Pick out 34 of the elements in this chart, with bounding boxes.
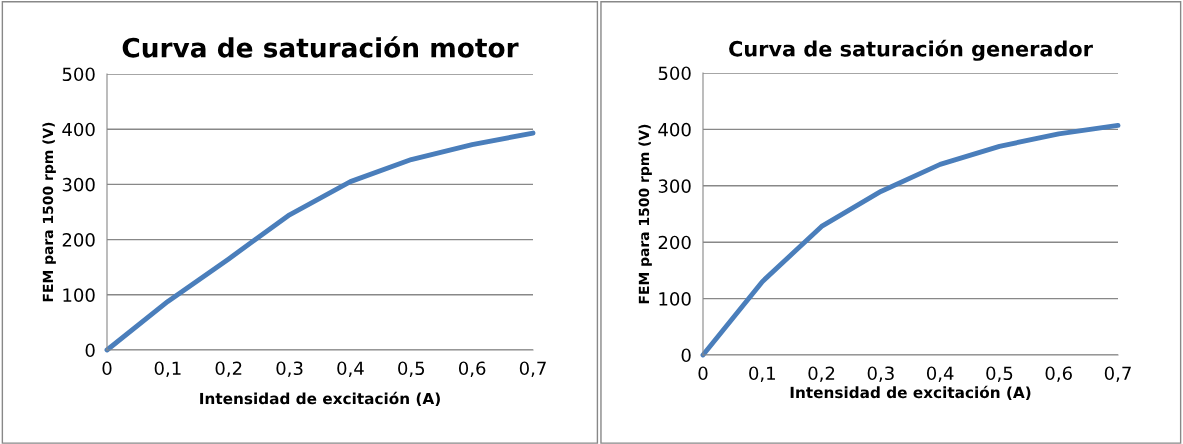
x-tick-label: 0,2 xyxy=(215,361,242,377)
y-tick-label: 0 xyxy=(681,348,691,363)
y-tick-label: 500 xyxy=(658,66,691,81)
x-tick-label: 0,7 xyxy=(519,361,546,377)
y-axis-title: FEM para 1500 rpm (V) xyxy=(42,122,56,302)
x-tick-label: 0 xyxy=(102,361,112,376)
x-axis-title: Intensidad de excitación (A) xyxy=(200,391,440,407)
x-tick-label: 0,3 xyxy=(867,366,894,382)
chart-title: Curva de saturación generador xyxy=(729,39,1093,61)
y-tick-label: 300 xyxy=(658,179,691,193)
y-tick-label: 300 xyxy=(62,177,95,192)
x-tick-label: 0,4 xyxy=(337,361,364,377)
y-tick-label: 200 xyxy=(62,233,95,247)
x-tick-label: 0,6 xyxy=(1045,366,1072,382)
x-tick-label: 0,7 xyxy=(1104,366,1131,382)
x-tick-label: 0,3 xyxy=(276,361,303,377)
x-tick-label: 0,5 xyxy=(398,361,425,377)
x-tick-label: 0,2 xyxy=(808,366,835,382)
x-tick-label: 0 xyxy=(698,366,708,381)
y-tick-label: 100 xyxy=(63,288,95,302)
x-tick-label: 0,4 xyxy=(926,366,954,382)
chart-title: Curva de saturación motor xyxy=(122,36,519,58)
x-tick-label: 0,1 xyxy=(749,366,775,382)
y-tick-label: 400 xyxy=(62,122,95,137)
y-tick-label: 0 xyxy=(85,343,95,358)
x-tick-label: 0,6 xyxy=(458,361,486,377)
x-tick-label: 0,5 xyxy=(986,366,1013,382)
y-tick-label: 500 xyxy=(62,67,95,82)
x-tick-label: 0,1 xyxy=(154,361,181,377)
y-tick-label: 400 xyxy=(658,122,691,137)
y-axis-title: FEM para 1500 rpm (V) xyxy=(638,124,652,304)
y-tick-label: 100 xyxy=(659,292,691,306)
y-tick-label: 200 xyxy=(658,235,691,250)
x-axis-title: Intensidad de excitación (A) xyxy=(790,385,1031,400)
